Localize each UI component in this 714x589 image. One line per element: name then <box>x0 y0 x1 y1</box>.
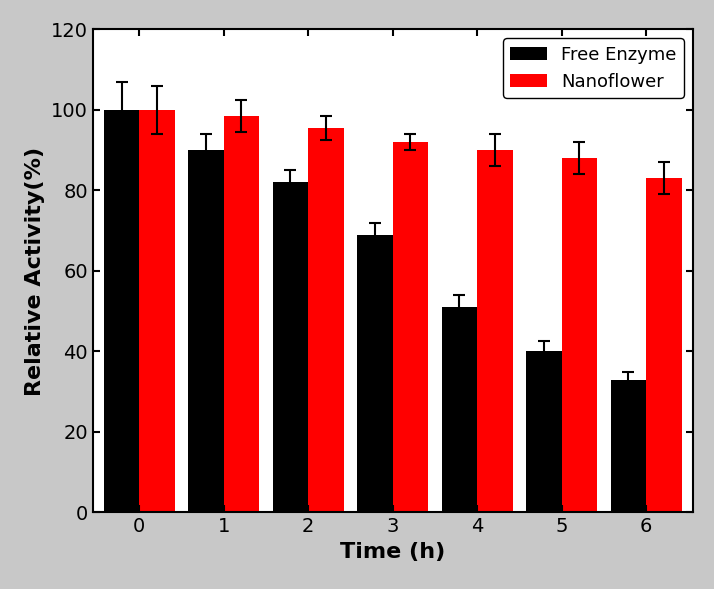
X-axis label: Time (h): Time (h) <box>340 542 446 562</box>
Bar <box>477 150 513 512</box>
Bar <box>357 235 393 512</box>
Bar <box>646 178 682 512</box>
Bar <box>273 183 308 512</box>
Bar <box>223 116 259 512</box>
Bar <box>526 352 562 512</box>
Bar <box>188 150 223 512</box>
Bar <box>139 110 175 512</box>
Bar <box>562 158 597 512</box>
Bar <box>442 307 477 512</box>
Bar <box>610 380 646 512</box>
Legend: Free Enzyme, Nanoflower: Free Enzyme, Nanoflower <box>503 38 683 98</box>
Y-axis label: Relative Activity(%): Relative Activity(%) <box>26 147 46 395</box>
Bar <box>393 142 428 512</box>
Bar <box>104 110 139 512</box>
Bar <box>308 128 343 512</box>
